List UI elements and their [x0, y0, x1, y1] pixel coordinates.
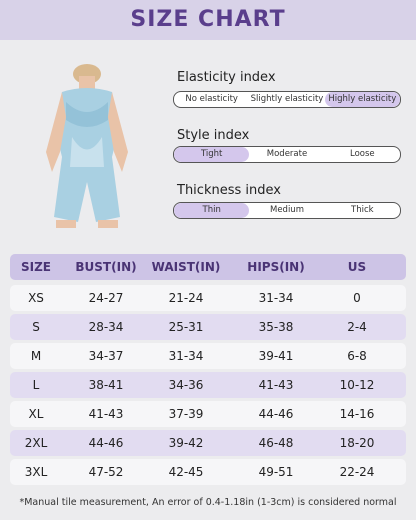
table-cell: 34-37: [88, 349, 124, 363]
title: SIZE CHART: [0, 0, 416, 40]
table-cell: 28-34: [88, 320, 124, 334]
table-cell: 25-31: [168, 320, 204, 334]
index-option: Highly elasticity: [324, 92, 400, 107]
index-option: Tight: [174, 147, 250, 162]
table-cell: 42-45: [168, 465, 204, 479]
index-option: Thick: [351, 205, 374, 215]
table-cell: 21-24: [168, 291, 204, 305]
table-cell: 38-41: [88, 378, 124, 392]
table-cell: 31-34: [258, 291, 294, 305]
table-cell: XL: [28, 407, 44, 421]
table-cell: 44-46: [258, 407, 294, 421]
index-option: Loose: [349, 149, 375, 159]
table-cell: 2XL: [24, 436, 48, 450]
table-cell: 18-20: [339, 436, 375, 450]
table-row: L 38-41 34-36 41-43 10-12: [10, 372, 406, 398]
table-cell: 47-52: [88, 465, 124, 479]
table-cell: 37-39: [168, 407, 204, 421]
table-cell: 3XL: [24, 465, 48, 479]
table-cell: XS: [28, 291, 44, 305]
table-cell: 10-12: [339, 378, 375, 392]
footnote: *Manual tile measurement, An error of 0.…: [19, 497, 397, 508]
index-scale: Tight Moderate Loose: [173, 146, 401, 163]
table-cell: 31-34: [168, 349, 204, 363]
index-option: Medium: [269, 205, 304, 215]
table-cell: 2-4: [347, 320, 367, 334]
table-cell: 49-51: [258, 465, 294, 479]
table-row: S 28-34 25-31 35-38 2-4: [10, 314, 406, 340]
index-label: Style index: [177, 128, 250, 143]
table-row: M 34-37 31-34 39-41 6-8: [10, 343, 406, 369]
table-cell: 24-27: [88, 291, 124, 305]
table-cell: M: [30, 349, 42, 363]
index-option: Slightly elasticity: [250, 94, 324, 104]
table-cell: 39-42: [168, 436, 204, 450]
table-row: 3XL 47-52 42-45 49-51 22-24: [10, 459, 406, 485]
table-cell: 0: [353, 291, 361, 305]
index-scale: No elasticity Slightly elasticity Highly e…: [173, 91, 401, 108]
table-cell: 46-48: [258, 436, 294, 450]
column-header: SIZE: [20, 260, 52, 274]
column-header: US: [347, 260, 367, 274]
index-option: No elasticity: [185, 94, 238, 104]
index-option: Moderate: [266, 149, 308, 159]
index-label: Thickness index: [177, 183, 281, 198]
table-cell: 44-46: [88, 436, 124, 450]
product-photo: [46, 64, 128, 228]
table-cell: 41-43: [258, 378, 294, 392]
table-cell: L: [32, 378, 40, 392]
column-header: BUST(IN): [75, 260, 137, 274]
table-cell: 35-38: [258, 320, 294, 334]
table-cell: S: [32, 320, 40, 334]
table-row: XL 41-43 37-39 44-46 14-16: [10, 401, 406, 427]
table-cell: 39-41: [258, 349, 294, 363]
table-cell: 14-16: [339, 407, 375, 421]
index-scale: Thin Medium Thick: [173, 202, 401, 219]
table-cell: 6-8: [347, 349, 367, 363]
table-row: 2XL 44-46 39-42 46-48 18-20: [10, 430, 406, 456]
table-cell: 41-43: [88, 407, 124, 421]
column-header: HIPS(IN): [247, 260, 305, 274]
index-option: Thin: [174, 203, 250, 218]
table-cell: 34-36: [168, 378, 204, 392]
table-row: XS 24-27 21-24 31-34 0: [10, 285, 406, 311]
index-label: Elasticity index: [177, 70, 276, 85]
column-header: WAIST(IN): [151, 260, 221, 274]
table-cell: 22-24: [339, 465, 375, 479]
header-row: SIZE BUST(IN) WAIST(IN) HIPS(IN) US: [10, 254, 406, 280]
